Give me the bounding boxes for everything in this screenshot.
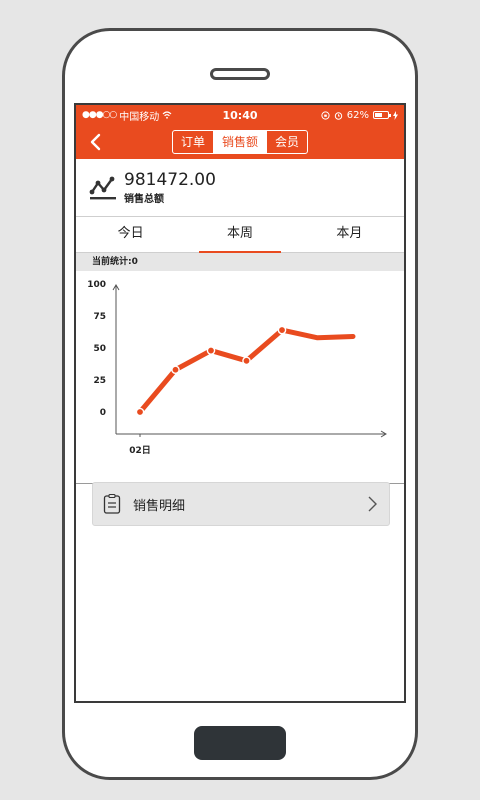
tab-members[interactable]: 会员 — [266, 131, 307, 153]
trend-chart-icon — [89, 176, 116, 199]
period-tabs: 今日 本周 本月 — [76, 217, 404, 253]
clipboard-icon — [103, 493, 121, 514]
nav-bar: 订单 销售额 会员 — [76, 125, 404, 159]
total-sales-value: 981472.00 — [124, 170, 216, 190]
sales-detail-button[interactable]: 销售明细 — [92, 482, 390, 526]
carrier-label: 中国移动 — [119, 111, 160, 123]
tab-orders[interactable]: 订单 — [180, 135, 205, 149]
data-point — [242, 356, 251, 366]
data-point — [171, 365, 180, 375]
total-sales-label: 销售总额 — [124, 194, 164, 205]
back-button[interactable] — [84, 131, 106, 153]
signal-icon: ●●●○○ — [82, 110, 117, 120]
home-button[interactable] — [194, 726, 286, 760]
tab-today[interactable]: 今日 — [117, 226, 144, 241]
alarm-icon — [334, 111, 342, 120]
battery-percent: 62% — [346, 109, 369, 121]
y-tick-label: 100 — [87, 280, 106, 290]
data-point — [206, 346, 216, 355]
charging-icon — [393, 110, 398, 120]
section-switcher: 订单 销售额 会员 — [171, 130, 309, 154]
y-axis-arrow — [112, 284, 120, 291]
data-point — [135, 407, 145, 417]
chart-svg: 0 25 50 75 100 02日 — [87, 280, 387, 456]
sales-line-chart: 0 25 50 75 100 02日 — [76, 271, 404, 484]
chevron-left-icon — [90, 133, 101, 151]
app-screen: ●●●○○ 中国移动 10:40 62% — [74, 103, 406, 703]
tab-this-week[interactable]: 本周 — [185, 217, 294, 253]
wifi-icon — [162, 111, 172, 119]
y-tick-label: 0 — [100, 408, 106, 418]
status-bar: ●●●○○ 中国移动 10:40 62% — [76, 105, 404, 125]
orientation-lock-icon — [321, 110, 330, 120]
tab-sales[interactable]: 销售额 — [212, 131, 266, 153]
y-tick-label: 50 — [93, 344, 106, 354]
chevron-right-icon — [368, 496, 377, 512]
tab-this-month[interactable]: 本月 — [336, 226, 363, 241]
sales-detail-label: 销售明细 — [133, 498, 186, 514]
y-tick-label: 25 — [93, 376, 106, 386]
sales-summary: 981472.00 销售总额 — [76, 159, 404, 217]
data-point — [277, 325, 287, 335]
battery-icon — [373, 111, 391, 119]
current-stat: 当前统计:0 — [76, 253, 404, 271]
x-tick-label: 02日 — [129, 445, 151, 456]
phone-speaker — [210, 68, 270, 80]
x-axis-arrow — [380, 430, 387, 438]
y-tick-label: 75 — [93, 312, 106, 322]
